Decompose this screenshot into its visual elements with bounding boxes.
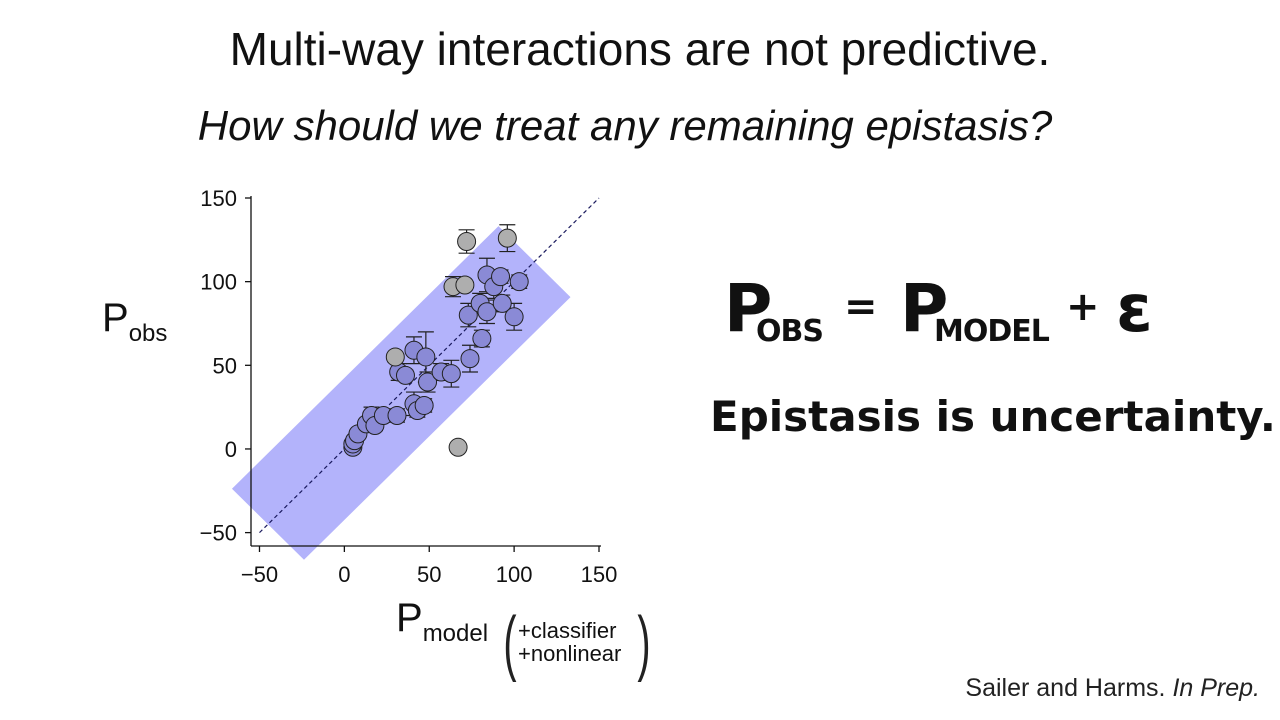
slide-title: Multi-way interactions are not predictiv… (229, 23, 1051, 75)
annotation-line-classifier: +classifier (518, 618, 617, 643)
x-tick-label: 100 (496, 562, 533, 587)
y-axis-label: Pobs (102, 296, 168, 347)
data-point-classified (492, 293, 512, 313)
data-point-classified (504, 307, 524, 327)
data-point-excluded (448, 437, 468, 457)
data-point-classified (491, 267, 511, 287)
data-point-classified (460, 349, 480, 369)
data-point-excluded (455, 275, 475, 295)
eq-p-model: P (900, 270, 949, 347)
y-tick-label: 150 (200, 186, 237, 211)
x-tick-label: −50 (241, 562, 278, 587)
data-point-classified (387, 406, 407, 425)
eq-p-obs: P (724, 270, 773, 347)
data-point-excluded (457, 232, 477, 251)
data-point-classified (472, 329, 492, 349)
data-point-classified (414, 395, 434, 415)
data-point-classified (458, 305, 478, 325)
eq-equals: = (844, 284, 878, 330)
slide-subtitle: How should we treat any remaining epista… (197, 102, 1053, 149)
x-tick-label: 50 (417, 562, 441, 587)
x-tick-label: 0 (338, 562, 350, 587)
data-point-excluded (385, 347, 405, 367)
right-parenthesis: ) (637, 603, 651, 683)
annotation-line-nonlinear: +nonlinear (518, 641, 622, 666)
data-point-classified (395, 365, 415, 385)
citation-status: In Prep. (1172, 674, 1260, 702)
data-point-classified (416, 347, 436, 367)
eq-obs-subscript: OBS (756, 314, 824, 349)
y-axis-label-subscript: obs (128, 320, 168, 347)
error-model-equation: P OBS = P MODEL + ε (724, 262, 1194, 362)
x-axis-label-subscript: model (422, 620, 489, 647)
x-axis-label-annotation: ( +classifier +nonlinear ) (503, 603, 651, 683)
data-point-classified (441, 364, 461, 384)
eq-model-subscript: MODEL (934, 314, 1050, 349)
y-tick-label: −50 (200, 521, 237, 546)
eq-epsilon: ε (1116, 270, 1153, 347)
eq-plus: + (1066, 284, 1100, 330)
y-tick-label: 0 (225, 437, 237, 462)
epistasis-statement: Epistasis is uncertainty. (710, 392, 1276, 441)
y-tick-label: 50 (213, 353, 237, 378)
data-point-classified (418, 372, 438, 392)
data-point-classified (477, 302, 497, 322)
x-tick-label: 150 (581, 562, 618, 587)
x-axis-label: Pmodel (396, 596, 489, 647)
data-point-classified (509, 272, 529, 292)
left-parenthesis: ( (503, 603, 517, 683)
citation: Sailer and Harms. In Prep. (965, 674, 1260, 702)
y-tick-label: 100 (200, 270, 237, 295)
data-point-excluded (497, 228, 517, 248)
